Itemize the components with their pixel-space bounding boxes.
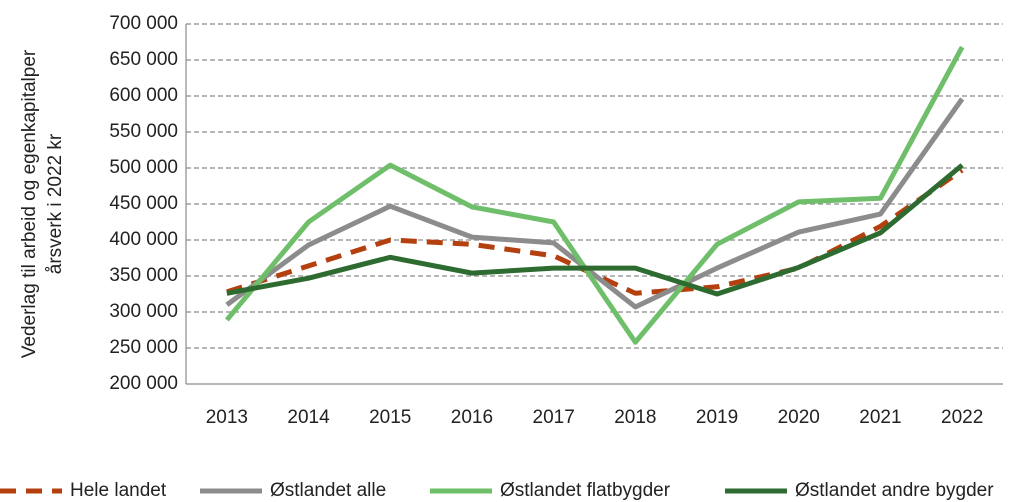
x-tick-label: 2014	[287, 407, 330, 428]
y-tick-label: 400 000	[109, 229, 178, 250]
series-line	[225, 97, 965, 310]
series-line	[224, 45, 965, 345]
y-tick-label: 300 000	[109, 301, 178, 322]
y-axis-title-line: årsverk i 2022 kr	[45, 133, 66, 274]
legend-label: Østlandet flatbygder	[500, 480, 671, 501]
x-tick-label: 2021	[859, 407, 901, 428]
y-axis-title-line: Vederlag til arbeid og egenkapitalper	[19, 49, 40, 358]
x-tick-label: 2016	[451, 407, 493, 428]
legend-label: Østlandet alle	[270, 480, 386, 501]
series-line	[226, 168, 964, 296]
x-tick-label: 2015	[369, 407, 411, 428]
y-tick-label: 350 000	[109, 265, 178, 286]
y-tick-label: 200 000	[109, 373, 178, 394]
x-tick-label: 2018	[614, 407, 656, 428]
x-tick-label: 2013	[206, 407, 248, 428]
legend-label: Hele landet	[70, 480, 167, 501]
x-tick-label: 2017	[533, 407, 575, 428]
y-tick-label: 700 000	[109, 13, 178, 34]
x-tick-label: 2020	[778, 407, 820, 428]
y-axis-title: Vederlag til arbeid og egenkapitalper år…	[19, 49, 66, 358]
legend-label: Østlandet andre bygder	[795, 480, 994, 501]
y-tick-label: 250 000	[109, 337, 178, 358]
series-line	[226, 163, 964, 297]
y-tick-label: 500 000	[109, 157, 178, 178]
y-tick-label: 450 000	[109, 193, 178, 214]
y-tick-label: 550 000	[109, 121, 178, 142]
x-tick-label: 2019	[696, 407, 738, 428]
y-tick-label: 600 000	[109, 85, 178, 106]
x-tick-label: 2022	[941, 407, 983, 428]
y-tick-label: 650 000	[109, 49, 178, 70]
